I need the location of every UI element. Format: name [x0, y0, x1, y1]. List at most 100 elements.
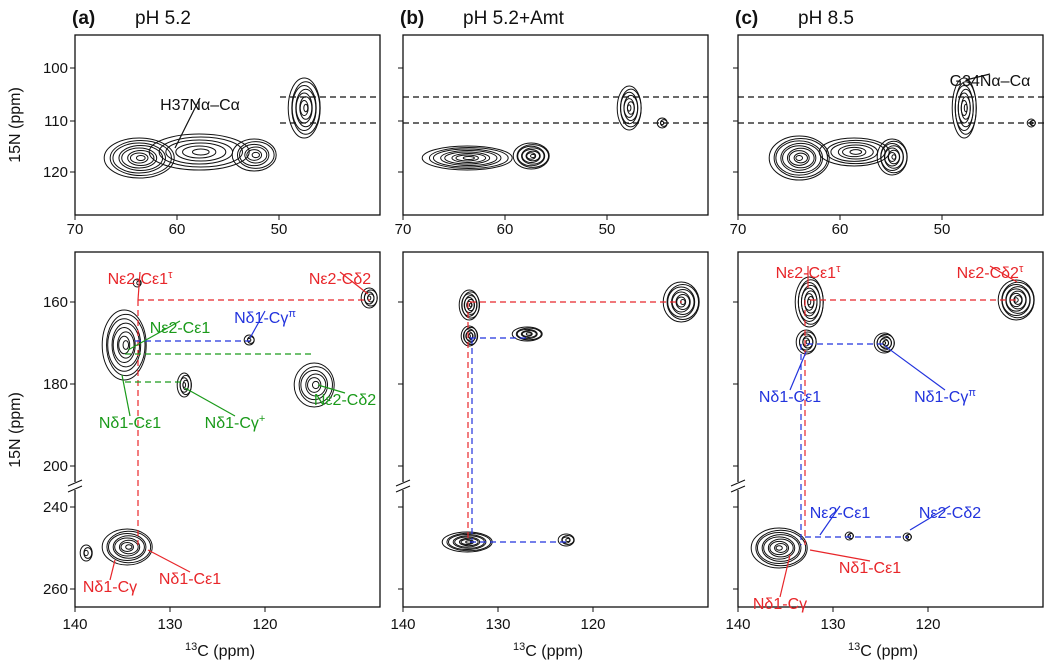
- text: C (ppm): [197, 643, 255, 660]
- contour: [307, 377, 322, 393]
- contour: [807, 298, 812, 306]
- annotation: Nδ1-Cγπ: [234, 308, 296, 327]
- annotation: Nε2-Cε1τ: [108, 269, 174, 288]
- contour: [175, 142, 227, 162]
- contour: [458, 537, 479, 547]
- x-tick-label: 140: [62, 616, 87, 633]
- contour: [179, 377, 189, 393]
- contour: [106, 530, 152, 564]
- annotation: Nε2-Cδ2: [314, 392, 376, 409]
- y-axis-label: 15N (ppm): [7, 87, 24, 163]
- contour: [774, 543, 788, 553]
- text: Nδ1-Cγ: [205, 415, 259, 432]
- contour: [158, 136, 243, 168]
- text: Nε2-Cε1: [150, 320, 211, 337]
- axis-break: [732, 482, 744, 490]
- plot-frame: [737, 34, 1044, 216]
- annotation-leader: [809, 549, 871, 562]
- contour: [112, 535, 145, 559]
- annotation-leader: [127, 320, 181, 351]
- contour: [247, 337, 252, 343]
- contour: [763, 536, 796, 560]
- contour: [469, 302, 473, 308]
- contour: [565, 538, 571, 542]
- contour: [512, 142, 550, 170]
- contour: [421, 145, 513, 171]
- x-tick-label: 50: [934, 221, 951, 238]
- panel-label: (c): [735, 8, 758, 29]
- contour: [251, 151, 260, 159]
- text: C (ppm): [860, 643, 918, 660]
- annotation: Nε2-Cδ2: [309, 271, 371, 288]
- contour: [887, 149, 900, 165]
- contour: [521, 149, 541, 163]
- x-axis-label: 13C (ppm): [513, 641, 583, 660]
- text: Nε2-Cδ2: [309, 271, 371, 288]
- contour: [767, 538, 794, 558]
- contour: [802, 335, 814, 349]
- x-tick-label: 120: [252, 616, 277, 633]
- contour: [769, 540, 790, 556]
- annotation: Nδ1-Cε1: [159, 571, 221, 588]
- contour: [525, 332, 532, 336]
- y-tick-label: 160: [43, 294, 68, 311]
- panel-label: (a): [72, 8, 95, 29]
- contour: [755, 529, 807, 567]
- contour: [756, 531, 802, 565]
- text: Nδ1-Cε1: [759, 389, 821, 406]
- x-tick-label: 50: [271, 221, 288, 238]
- superscript: τ: [168, 269, 173, 281]
- x-tick-label: 70: [730, 221, 747, 238]
- annotation: Nδ1-Cγ: [753, 596, 807, 613]
- contour: [295, 88, 317, 128]
- contour: [455, 154, 479, 162]
- contour: [667, 286, 696, 318]
- y-tick-label: 120: [43, 164, 68, 181]
- superscript: π: [288, 308, 296, 320]
- x-tick-label: 60: [832, 221, 849, 238]
- annotation: Nδ1-Cε1: [759, 389, 821, 406]
- superscript: τ: [836, 263, 841, 275]
- axis-break: [730, 485, 746, 493]
- contour: [101, 528, 153, 566]
- contour: [299, 96, 313, 120]
- text: Nδ1-Cγ: [753, 596, 807, 613]
- text: Nδ1-Cε1: [99, 415, 161, 432]
- contour: [626, 104, 632, 112]
- y-tick-label: 200: [43, 458, 68, 475]
- plot-frame: [402, 251, 709, 608]
- contour: [891, 154, 897, 160]
- contour: [118, 335, 131, 355]
- x-tick-label: 130: [485, 616, 510, 633]
- contour: [804, 293, 815, 311]
- contour: [191, 148, 210, 156]
- contour: [428, 147, 509, 169]
- superscript: 13: [513, 641, 525, 653]
- contour: [103, 137, 175, 179]
- contour: [798, 331, 817, 353]
- contour: [960, 96, 971, 120]
- axis-break: [67, 485, 83, 493]
- x-tick-label: 70: [67, 221, 84, 238]
- contour: [111, 322, 141, 368]
- text: H37Nα–Cα: [160, 97, 240, 114]
- contour: [511, 326, 543, 342]
- plot-frame: [74, 34, 381, 216]
- y-tick-label: 240: [43, 499, 68, 516]
- contour: [773, 137, 828, 179]
- contour: [517, 145, 546, 167]
- contour: [231, 138, 277, 172]
- text: Nε2-Cε1: [776, 265, 837, 282]
- contour: [525, 150, 541, 162]
- contour: [109, 140, 172, 176]
- annotation: H37Nα–Cα: [160, 97, 240, 114]
- annotation-leader: [989, 265, 1018, 283]
- contour: [112, 142, 166, 174]
- x-tick-label: 60: [169, 221, 186, 238]
- panel-title: pH 5.2+Amt: [463, 8, 565, 29]
- x-tick-label: 70: [395, 221, 412, 238]
- annotation-leader: [339, 271, 369, 295]
- contour: [761, 534, 800, 562]
- contour: [768, 135, 830, 181]
- contour: [526, 152, 537, 160]
